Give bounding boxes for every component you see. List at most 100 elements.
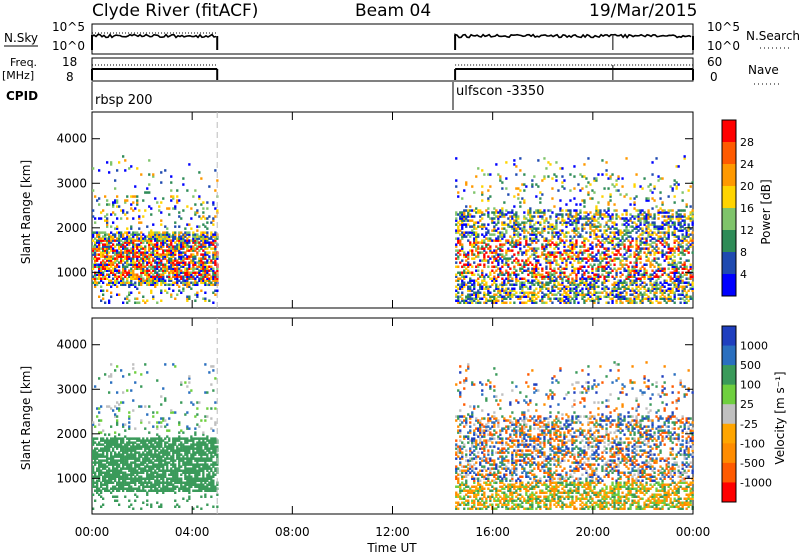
echo-cell: [98, 431, 101, 434]
echo-cell: [549, 261, 552, 264]
echo-cell: [481, 233, 484, 236]
echo-cell: [591, 265, 594, 268]
echo-cell: [459, 273, 462, 276]
echo-cell: [212, 235, 215, 238]
echo-cell: [595, 275, 598, 278]
echo-cell: [208, 277, 211, 280]
echo-cell: [515, 221, 518, 224]
echo-cell: [94, 385, 97, 388]
echo-cell: [559, 265, 562, 268]
echo-cell: [665, 215, 668, 218]
echo-cell: [479, 211, 482, 214]
echo-cell: [657, 239, 660, 242]
freq-tick-bottom: 8: [66, 70, 74, 84]
echo-cell: [667, 215, 670, 218]
echo-cell: [98, 473, 101, 476]
echo-cell: [585, 299, 588, 302]
echo-cell: [641, 275, 644, 278]
echo-cell: [134, 261, 137, 264]
echo-cell: [455, 285, 458, 288]
echo-cell: [533, 289, 536, 292]
echo-cell: [615, 283, 618, 286]
echo-cell: [547, 175, 550, 178]
echo-cell: [156, 237, 159, 240]
echo-cell: [148, 183, 151, 186]
echo-cell: [491, 283, 494, 286]
echo-cell: [683, 253, 686, 256]
echo-cell: [595, 207, 598, 210]
echo-cell: [495, 287, 498, 290]
echo-cell: [591, 267, 594, 270]
echo-cell: [96, 483, 99, 486]
echo-cell: [467, 211, 470, 214]
echo-cell: [597, 225, 600, 228]
echo-cell: [637, 285, 640, 288]
echo-cell: [513, 265, 516, 268]
echo-cell: [613, 277, 616, 280]
echo-cell: [180, 291, 183, 294]
echo-cell: [473, 293, 476, 296]
echo-cell: [116, 277, 119, 280]
echo-cell: [178, 269, 181, 272]
echo-cell: [623, 267, 626, 270]
echo-cell: [457, 279, 460, 282]
echo-cell: [455, 273, 458, 276]
echo-cell: [104, 465, 107, 468]
echo-cell: [615, 287, 618, 290]
echo-cell: [659, 275, 662, 278]
echo-cell: [473, 215, 476, 218]
echo-cell: [535, 261, 538, 264]
echo-cell: [487, 255, 490, 258]
echo-cell: [505, 239, 508, 242]
echo-cell: [687, 269, 690, 272]
echo-cell: [92, 423, 95, 426]
echo-cell: [675, 275, 678, 278]
echo-cell: [525, 235, 528, 238]
echo-cell: [575, 217, 578, 220]
echo-cell: [140, 173, 143, 176]
echo-cell: [184, 239, 187, 242]
echo-cell: [571, 281, 574, 284]
echo-cell: [667, 221, 670, 224]
echo-cell: [659, 235, 662, 238]
echo-cell: [641, 227, 644, 230]
echo-cell: [192, 237, 195, 240]
echo-cell: [587, 217, 590, 220]
echo-cell: [605, 215, 608, 218]
echo-cell: [615, 295, 618, 298]
echo-cell: [493, 257, 496, 260]
echo-cell: [118, 471, 121, 474]
echo-cell: [471, 243, 474, 246]
echo-cell: [461, 223, 464, 226]
echo-cell: [511, 261, 514, 264]
echo-cell: [202, 281, 205, 284]
echo-cell: [192, 245, 195, 248]
echo-cell: [529, 271, 532, 274]
echo-cell: [182, 183, 185, 186]
echo-cell: [597, 285, 600, 288]
echo-cell: [653, 213, 656, 216]
echo-cell: [657, 213, 660, 216]
echo-cell: [483, 263, 486, 266]
echo-cell: [108, 245, 111, 248]
echo-cell: [545, 283, 548, 286]
echo-cell: [639, 255, 642, 258]
echo-cell: [661, 285, 664, 288]
echo-cell: [563, 187, 566, 190]
echo-cell: [188, 283, 191, 286]
echo-cell: [214, 255, 217, 258]
echo-cell: [114, 455, 117, 458]
echo-cell: [174, 277, 177, 280]
echo-cell: [637, 229, 640, 232]
echo-cell: [525, 221, 528, 224]
echo-cell: [619, 231, 622, 234]
echo-cell: [124, 457, 127, 460]
echo-cell: [467, 271, 470, 274]
echo-cell: [188, 231, 191, 234]
echo-cell: [517, 273, 520, 276]
echo-cell: [549, 259, 552, 262]
echo-cell: [160, 211, 163, 214]
echo-cell: [593, 301, 596, 304]
echo-cell: [599, 215, 602, 218]
echo-cell: [601, 257, 604, 260]
